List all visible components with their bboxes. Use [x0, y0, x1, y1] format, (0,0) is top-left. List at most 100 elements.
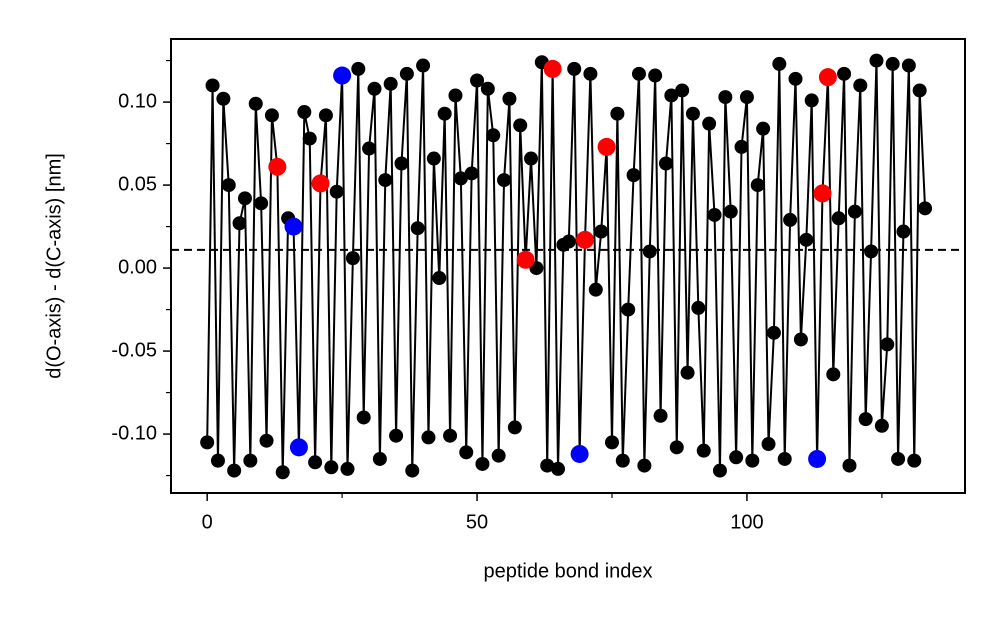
data-point	[448, 88, 463, 103]
data-point	[653, 408, 668, 423]
data-point	[259, 433, 274, 448]
data-point	[543, 59, 562, 78]
data-point	[540, 458, 555, 473]
data-point	[901, 58, 916, 73]
data-point	[333, 66, 352, 85]
data-point	[268, 157, 287, 176]
data-point	[869, 53, 884, 68]
data-point	[367, 81, 382, 96]
data-point	[788, 71, 803, 86]
data-point	[734, 139, 749, 154]
data-point	[289, 438, 308, 457]
data-point	[459, 445, 474, 460]
data-point	[808, 449, 827, 468]
y-tick-label: -0.10	[111, 422, 157, 444]
data-point	[842, 458, 857, 473]
data-point	[918, 201, 933, 216]
data-point	[389, 428, 404, 443]
data-point	[480, 81, 495, 96]
data-point	[712, 463, 727, 478]
data-point	[516, 250, 535, 269]
data-point	[243, 453, 258, 468]
data-point	[443, 428, 458, 443]
data-point	[362, 141, 377, 156]
data-point	[669, 440, 684, 455]
data-point	[642, 244, 657, 259]
data-point	[597, 137, 616, 156]
data-point	[297, 105, 312, 120]
data-point	[329, 184, 344, 199]
data-point	[227, 463, 242, 478]
data-point	[826, 367, 841, 382]
y-axis-label: d(O-axis) - d(C-axis) [nm]	[43, 153, 65, 379]
data-point	[880, 337, 895, 352]
data-point	[793, 332, 808, 347]
data-point	[664, 88, 679, 103]
data-point	[626, 168, 641, 183]
data-point	[399, 66, 414, 81]
data-point	[437, 106, 452, 121]
data-point	[421, 430, 436, 445]
data-point	[874, 418, 889, 433]
data-point	[308, 455, 323, 470]
data-point	[864, 244, 879, 259]
data-point	[837, 66, 852, 81]
data-point	[729, 450, 744, 465]
data-point	[464, 166, 479, 181]
data-point	[432, 271, 447, 286]
data-point	[345, 251, 360, 266]
data-point	[524, 151, 539, 166]
data-point	[502, 91, 517, 106]
data-point	[777, 451, 792, 466]
data-point	[372, 451, 387, 466]
data-point	[702, 116, 717, 131]
data-point	[248, 96, 263, 111]
x-tick-label: 50	[466, 511, 488, 533]
data-point	[561, 234, 576, 249]
data-point	[237, 191, 252, 206]
data-point	[410, 221, 425, 236]
data-point	[739, 90, 754, 105]
data-point	[405, 463, 420, 478]
data-point	[745, 453, 760, 468]
y-tick-label: 0.05	[118, 173, 157, 195]
data-point	[576, 230, 595, 249]
data-point	[761, 437, 776, 452]
data-point	[383, 76, 398, 91]
data-point	[604, 435, 619, 450]
data-point	[567, 61, 582, 76]
data-point	[685, 106, 700, 121]
data-point	[210, 453, 225, 468]
data-point	[453, 171, 468, 186]
data-point	[254, 196, 269, 211]
data-point	[594, 224, 609, 239]
y-tick-label: -0.05	[111, 339, 157, 361]
data-point	[426, 151, 441, 166]
series-line	[206, 60, 927, 473]
data-point	[675, 83, 690, 98]
data-point	[205, 78, 220, 93]
data-point	[696, 443, 711, 458]
data-point	[378, 173, 393, 188]
data-point	[691, 300, 706, 315]
data-point	[232, 216, 247, 231]
data-point	[853, 78, 868, 93]
data-point	[818, 68, 837, 87]
data-point	[707, 207, 722, 222]
data-point	[750, 178, 765, 193]
data-point	[621, 302, 636, 317]
data-point	[804, 93, 819, 108]
data-point	[311, 174, 330, 193]
data-point	[858, 412, 873, 427]
data-point	[351, 61, 366, 76]
data-point	[783, 212, 798, 227]
data-point	[772, 56, 787, 71]
data-point	[718, 90, 733, 105]
data-point	[507, 420, 522, 435]
data-point	[610, 106, 625, 121]
data-point	[891, 451, 906, 466]
data-point	[497, 173, 512, 188]
y-tick-label: 0.10	[118, 90, 157, 112]
data-point	[723, 204, 738, 219]
data-point	[896, 224, 911, 239]
